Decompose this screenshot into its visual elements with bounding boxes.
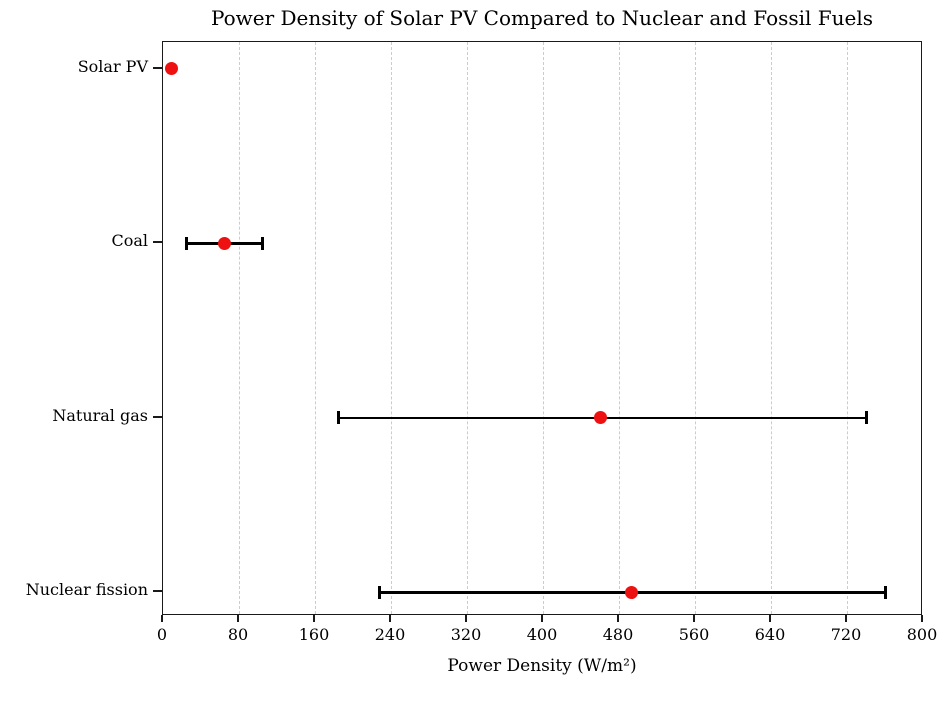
x-tick-mark <box>313 615 315 622</box>
gridline <box>239 42 240 614</box>
gridline <box>771 42 772 614</box>
x-axis-label: Power Density (W/m²) <box>447 656 637 676</box>
x-tick-mark <box>541 615 543 622</box>
x-tick-mark <box>237 615 239 622</box>
y-tick-label: Solar PV <box>77 56 148 76</box>
data-point-dot <box>593 411 607 425</box>
gridline <box>467 42 468 614</box>
x-tick-label: 320 <box>450 625 482 644</box>
errorbar-cap <box>185 236 189 250</box>
y-tick-label: Coal <box>111 231 148 251</box>
gridline <box>315 42 316 614</box>
x-tick-label: 720 <box>830 625 862 644</box>
x-tick-mark <box>845 615 847 622</box>
gridline <box>543 42 544 614</box>
x-tick-label: 480 <box>602 625 634 644</box>
x-tick-label: 0 <box>156 625 168 644</box>
x-tick-mark <box>465 615 467 622</box>
x-tick-label: 800 <box>906 625 938 644</box>
x-tick-mark <box>769 615 771 622</box>
errorbar-cap <box>261 236 265 250</box>
x-tick-mark <box>617 615 619 622</box>
data-point-dot <box>624 585 638 599</box>
x-tick-mark <box>161 615 163 622</box>
errorbar-cap <box>337 411 341 425</box>
gridline <box>391 42 392 614</box>
x-tick-mark <box>921 615 923 622</box>
plot-area <box>162 41 922 615</box>
x-tick-label: 640 <box>754 625 786 644</box>
y-tick-mark <box>153 590 162 593</box>
y-tick-label: Natural gas <box>52 405 148 425</box>
gridline <box>619 42 620 614</box>
y-tick-mark <box>153 241 162 244</box>
y-tick-mark <box>153 415 162 418</box>
gridline <box>847 42 848 614</box>
x-tick-label: 240 <box>374 625 406 644</box>
gridline <box>695 42 696 614</box>
data-point-dot <box>218 236 232 250</box>
errorbar-cap <box>378 585 382 599</box>
x-tick-mark <box>693 615 695 622</box>
x-tick-label: 560 <box>678 625 710 644</box>
x-tick-mark <box>389 615 391 622</box>
x-tick-label: 80 <box>227 625 249 644</box>
y-tick-mark <box>153 66 162 69</box>
x-tick-label: 160 <box>298 625 330 644</box>
errorbar-cap <box>864 411 868 425</box>
data-point-dot <box>165 62 179 76</box>
x-tick-label: 400 <box>526 625 558 644</box>
y-tick-label: Nuclear fission <box>25 580 148 600</box>
chart-title: Power Density of Solar PV Compared to Nu… <box>210 6 874 30</box>
errorbar-cap <box>883 585 887 599</box>
